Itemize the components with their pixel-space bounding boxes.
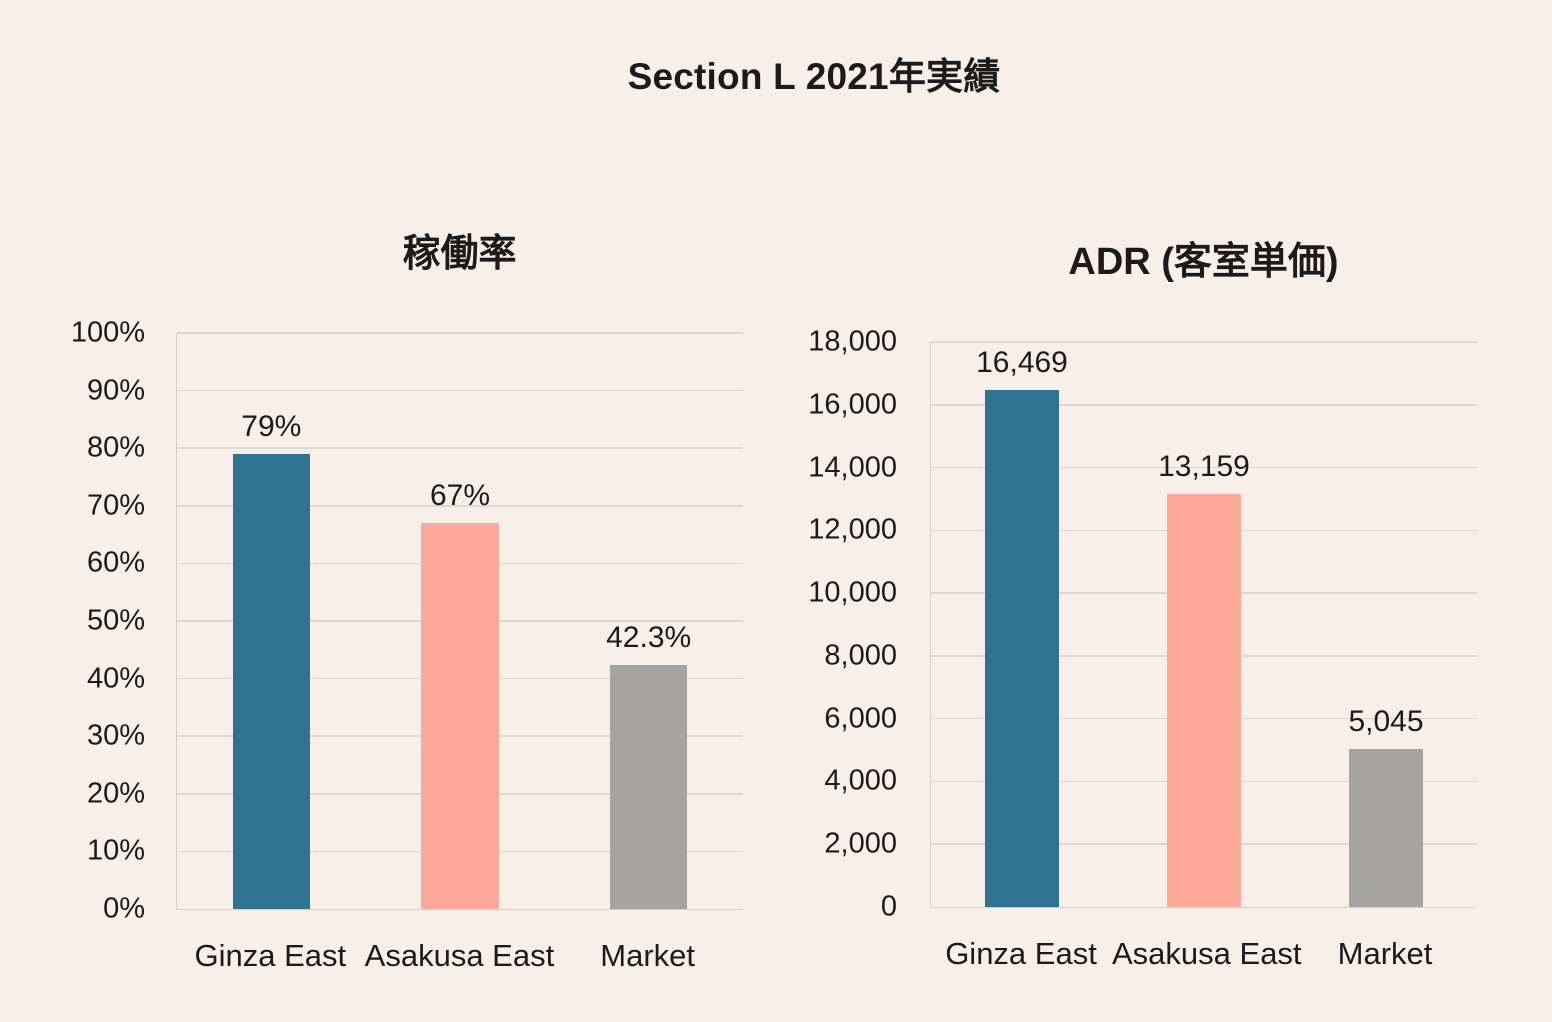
x-category-label-asakusa-east: Asakusa East [1112, 936, 1302, 971]
chart-adr: ADR (客室単価) 0 2,000 4,000 6,000 8,000 10,000 12… [790, 230, 1490, 990]
chart-occupancy: 稼働率 0% 10% 20% 30% 40% 50% 60% 70% 80% 90% 100% 79… [35, 222, 747, 990]
y-tick-label: 4,000 [824, 764, 897, 797]
bar-ginza-east [232, 453, 310, 909]
bar-value-label-ginza-east: 79% [241, 409, 302, 443]
gridline [177, 389, 743, 392]
y-tick-label: 6,000 [824, 702, 897, 735]
bar-asakusa-east [1166, 493, 1242, 907]
y-axis-adr: 0 2,000 4,000 6,000 8,000 10,000 12,000 14,000 1… [790, 327, 897, 921]
y-tick-label: 60% [86, 546, 145, 579]
x-axis-adr: Ginza East Asakusa East Market [930, 932, 1477, 974]
x-axis-occupancy: Ginza East Asakusa East Market [176, 934, 743, 976]
y-tick-label: 70% [86, 489, 145, 522]
chart-title-adr: ADR (客室単価) [1068, 241, 1339, 283]
y-tick-label: 12,000 [808, 513, 897, 546]
plot-area-adr: 16,469 13,159 5,045 [930, 341, 1477, 908]
y-tick-label: 40% [86, 662, 145, 695]
y-tick-label: 100% [70, 316, 145, 349]
y-tick-label: 10,000 [808, 576, 897, 609]
bar-value-label-market: 5,045 [1348, 704, 1424, 738]
gridline [177, 505, 743, 507]
y-tick-label: 2,000 [824, 827, 897, 860]
y-axis-occupancy: 0% 10% 20% 30% 40% 50% 60% 70% 80% 90% 100% [35, 318, 145, 923]
y-tick-label: 0 [880, 890, 897, 923]
gridline [931, 341, 1477, 343]
y-tick-label: 50% [86, 604, 145, 637]
y-tick-label: 10% [86, 834, 145, 867]
x-category-label-ginza-east: Ginza East [194, 938, 347, 973]
y-tick-label: 0% [103, 892, 145, 925]
x-category-label-asakusa-east: Asakusa East [364, 938, 555, 973]
y-tick-label: 20% [86, 777, 145, 810]
gridline [177, 447, 743, 449]
gridline [931, 404, 1477, 406]
bar-value-label-asakusa-east: 67% [429, 479, 490, 513]
gridline [931, 466, 1477, 469]
y-tick-label: 30% [86, 719, 145, 752]
x-category-label-market: Market [1337, 936, 1433, 971]
bar-market [1348, 748, 1424, 907]
plot-area-occupancy: 79% 67% 42.3% [176, 332, 743, 910]
bar-market [609, 665, 688, 909]
bar-asakusa-east [421, 523, 499, 909]
chart-title-occupancy: 稼働率 [402, 233, 517, 275]
page-title: Section L 2021年実績 [627, 56, 1001, 97]
bar-value-label-asakusa-east: 13,159 [1158, 449, 1250, 483]
bar-ginza-east [984, 390, 1060, 907]
y-tick-label: 14,000 [808, 451, 897, 484]
gridline [177, 332, 743, 334]
x-category-label-ginza-east: Ginza East [945, 936, 1097, 971]
y-tick-label: 8,000 [824, 639, 897, 672]
bar-value-label-ginza-east: 16,469 [976, 346, 1068, 380]
y-tick-label: 80% [86, 431, 145, 464]
bar-value-label-market: 42.3% [606, 621, 692, 655]
y-tick-label: 18,000 [808, 325, 897, 358]
y-tick-label: 90% [86, 374, 145, 407]
x-category-label-market: Market [600, 938, 696, 973]
y-tick-label: 16,000 [808, 388, 897, 421]
